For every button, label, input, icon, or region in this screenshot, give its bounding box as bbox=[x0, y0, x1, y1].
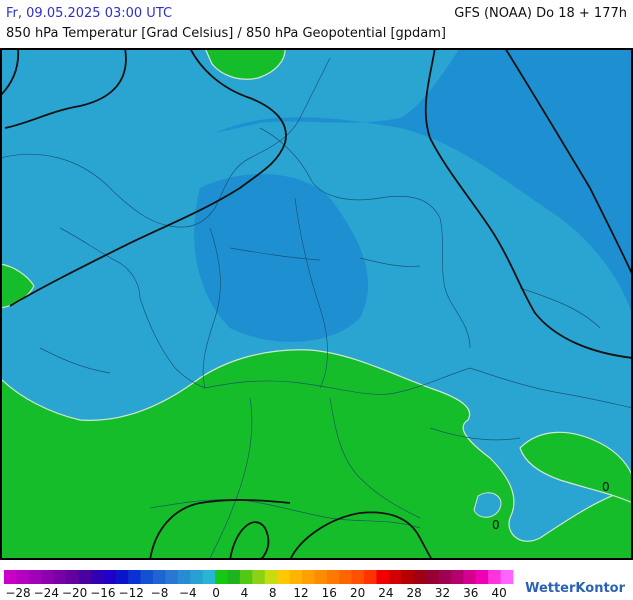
legend-swatch bbox=[190, 570, 204, 584]
legend-swatch bbox=[326, 570, 340, 584]
legend-swatch bbox=[103, 570, 117, 584]
legend-swatch bbox=[314, 570, 328, 584]
legend-swatch bbox=[438, 570, 452, 584]
model-run: GFS (NOAA) Do 18 + 177h bbox=[454, 6, 627, 21]
legend-swatch bbox=[140, 570, 154, 584]
legend-tick-label: 32 bbox=[435, 586, 450, 600]
legend-swatch bbox=[277, 570, 290, 584]
legend-tick-label: 4 bbox=[241, 586, 249, 600]
legend-swatch bbox=[450, 570, 464, 584]
legend-swatch bbox=[388, 570, 402, 584]
legend-tick-label: −20 bbox=[62, 586, 87, 600]
legend-swatch bbox=[264, 570, 278, 584]
legend-swatch bbox=[177, 570, 191, 584]
legend-swatch bbox=[165, 570, 179, 584]
legend-tick-label: −12 bbox=[119, 586, 144, 600]
legend-swatch bbox=[426, 570, 439, 584]
legend-swatch bbox=[463, 570, 477, 584]
wetterkontor-logo: WetterKontor bbox=[525, 581, 625, 596]
legend-swatch bbox=[41, 570, 55, 584]
temperature-band-cold bbox=[215, 48, 633, 318]
legend-swatch bbox=[53, 570, 67, 584]
legend-swatch bbox=[401, 570, 415, 584]
legend-tick-label: 24 bbox=[378, 586, 393, 600]
legend-swatch bbox=[339, 570, 353, 584]
map-frame bbox=[0, 48, 633, 560]
legend-swatch bbox=[364, 570, 377, 584]
legend-swatch bbox=[202, 570, 216, 584]
legend-tick-label: −8 bbox=[151, 586, 169, 600]
legend-swatch bbox=[78, 570, 92, 584]
legend-swatch bbox=[475, 570, 489, 584]
temperature-band-warm-east bbox=[519, 431, 633, 504]
legend-swatch bbox=[413, 570, 427, 584]
legend-swatch bbox=[289, 570, 303, 584]
legend-swatch bbox=[90, 570, 104, 584]
legend-swatch bbox=[252, 570, 266, 584]
legend-swatch bbox=[351, 570, 365, 584]
valid-time: Fr, 09.05.2025 03:00 UTC bbox=[6, 6, 173, 21]
temperature-island bbox=[473, 492, 502, 518]
legend-swatch bbox=[16, 570, 30, 584]
legend-swatch bbox=[376, 570, 390, 584]
legend-tick-label: −16 bbox=[90, 586, 115, 600]
color-legend: −28 −24 −20 −16 −12 −8 −4 0 4 8 12 16 20 24 28 32 36 40 bbox=[4, 570, 514, 600]
legend-swatch bbox=[152, 570, 166, 584]
legend-tick-label: −4 bbox=[179, 586, 197, 600]
legend-swatch bbox=[500, 570, 514, 584]
legend-tick-label: 28 bbox=[407, 586, 422, 600]
legend-swatch bbox=[66, 570, 79, 584]
legend-tick-label: −28 bbox=[5, 586, 30, 600]
legend-swatch bbox=[239, 570, 253, 584]
legend-tick-label: 36 bbox=[463, 586, 478, 600]
legend-tick-label: 16 bbox=[322, 586, 337, 600]
legend-swatch bbox=[488, 570, 501, 584]
legend-tick-label: 20 bbox=[350, 586, 365, 600]
contour-label: 0 bbox=[602, 480, 610, 494]
legend-swatch bbox=[128, 570, 141, 584]
legend-swatch bbox=[227, 570, 241, 584]
geopotential-contours bbox=[0, 48, 633, 560]
legend-tick-label: 8 bbox=[269, 586, 277, 600]
legend-swatch bbox=[115, 570, 129, 584]
legend-tick-label: 12 bbox=[293, 586, 308, 600]
legend-swatch bbox=[215, 570, 228, 584]
parameter-title: 850 hPa Temperatur [Grad Celsius] / 850 … bbox=[6, 26, 447, 41]
legend-tick-label: 0 bbox=[212, 586, 220, 600]
borders bbox=[0, 57, 633, 559]
temperature-band-cold-2 bbox=[194, 174, 369, 342]
legend-swatch bbox=[28, 570, 42, 584]
temperature-band-warm-west bbox=[0, 263, 35, 309]
legend-swatch bbox=[301, 570, 315, 584]
legend-tick-label: −24 bbox=[34, 586, 59, 600]
contour-label: 0 bbox=[492, 518, 500, 532]
legend-tick-label: 40 bbox=[491, 586, 506, 600]
legend-swatch bbox=[4, 570, 17, 584]
temperature-band-warm-north bbox=[204, 48, 286, 80]
weather-map: 0 0 bbox=[0, 48, 633, 560]
